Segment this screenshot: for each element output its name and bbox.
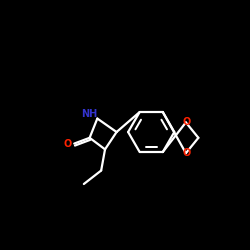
Text: O: O <box>183 148 191 158</box>
Text: O: O <box>63 138 72 148</box>
Text: O: O <box>183 118 191 128</box>
Text: NH: NH <box>82 109 98 119</box>
